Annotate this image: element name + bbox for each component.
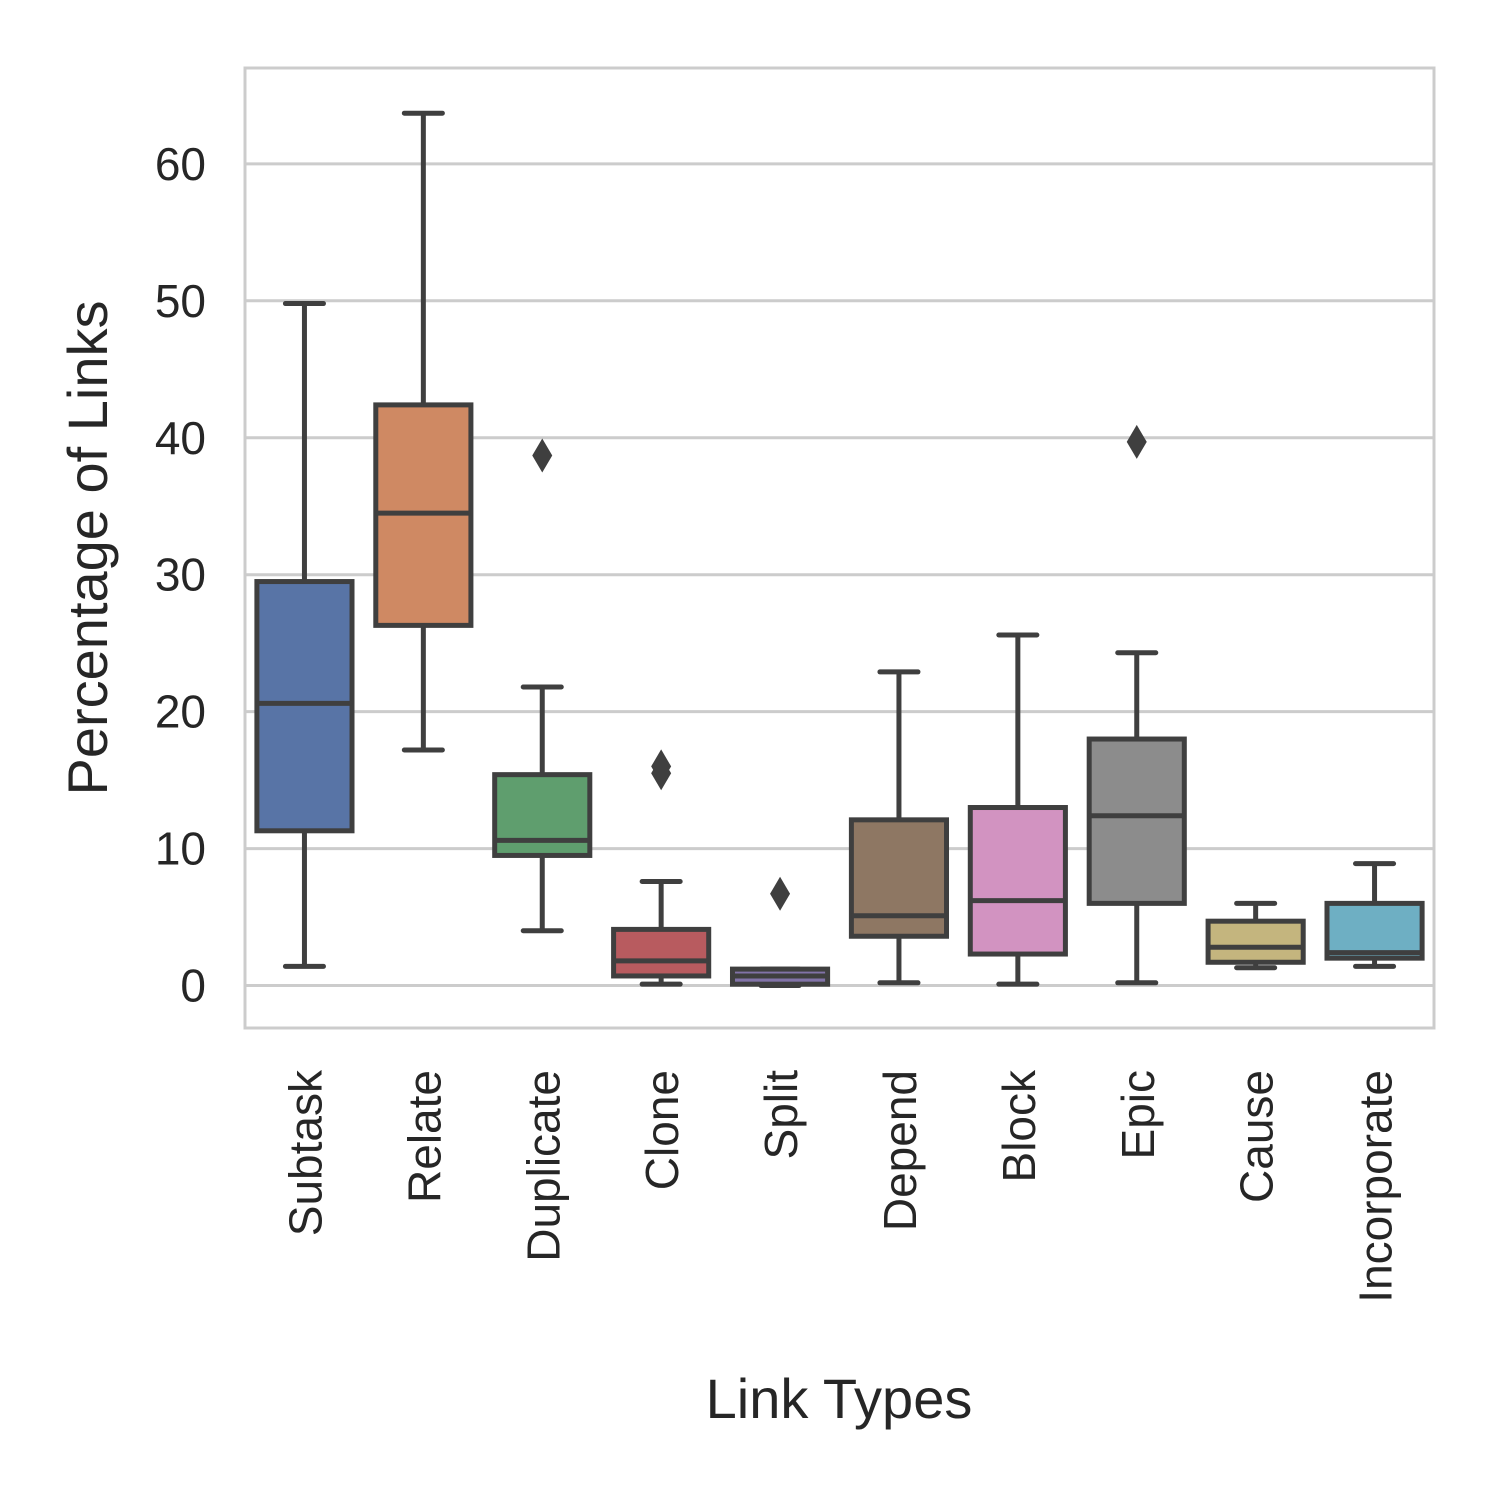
iqr-box-cause <box>1205 918 1306 965</box>
boxes <box>254 110 1425 989</box>
box-cause <box>1205 900 1306 971</box>
outlier-clone-1 <box>651 749 672 784</box>
plot-frame <box>243 66 1436 1030</box>
x-tick-label-duplicate: Duplicate <box>517 1070 569 1262</box>
y-tick-label-60: 60 <box>155 138 206 190</box>
x-tick-label-incorporate: Incorporate <box>1350 1070 1402 1303</box>
box-incorporate <box>1324 861 1425 969</box>
y-tick-label-30: 30 <box>155 549 206 601</box>
y-tick-label-50: 50 <box>155 275 206 327</box>
x-axis-label: Link Types <box>706 1367 973 1430</box>
box-relate <box>373 110 474 753</box>
iqr-box-epic <box>1086 736 1187 906</box>
y-axis-label: Percentage of Links <box>56 301 119 796</box>
x-tick-label-epic: Epic <box>1112 1070 1164 1159</box>
box-clone <box>611 749 712 987</box>
iqr-box-block <box>967 805 1068 957</box>
box-block <box>967 632 1068 987</box>
x-tick-label-clone: Clone <box>636 1070 688 1190</box>
x-tick-label-relate: Relate <box>398 1070 450 1203</box>
y-tick-labels: 0 10 20 30 40 50 60 <box>155 138 206 1012</box>
box-split <box>729 876 831 989</box>
iqr-box-subtask <box>254 579 355 834</box>
x-tick-label-block: Block <box>993 1069 1045 1182</box>
box-duplicate <box>492 438 593 934</box>
x-tick-label-split: Split <box>755 1070 807 1160</box>
iqr-box-clone <box>611 926 712 979</box>
y-tick-label-40: 40 <box>155 412 206 464</box>
box-epic <box>1086 424 1187 986</box>
x-tick-label-subtask: Subtask <box>279 1069 331 1236</box>
x-tick-label-depend: Depend <box>874 1070 926 1231</box>
box-depend <box>848 669 950 986</box>
iqr-box-duplicate <box>492 772 593 858</box>
outlier-split-0 <box>770 876 791 911</box>
outlier-duplicate-0 <box>532 438 553 473</box>
iqr-box-depend <box>848 817 950 939</box>
y-tick-label-0: 0 <box>180 960 206 1012</box>
x-tick-labels: Subtask Relate Duplicate Clone Split Depend Bl… <box>279 1069 1401 1303</box>
box-subtask <box>254 301 355 969</box>
outlier-epic-0 <box>1126 424 1147 459</box>
y-tick-label-20: 20 <box>155 686 206 738</box>
y-tick-label-10: 10 <box>155 823 206 875</box>
x-tick-label-cause: Cause <box>1231 1070 1283 1203</box>
iqr-box-incorporate <box>1324 900 1425 961</box>
